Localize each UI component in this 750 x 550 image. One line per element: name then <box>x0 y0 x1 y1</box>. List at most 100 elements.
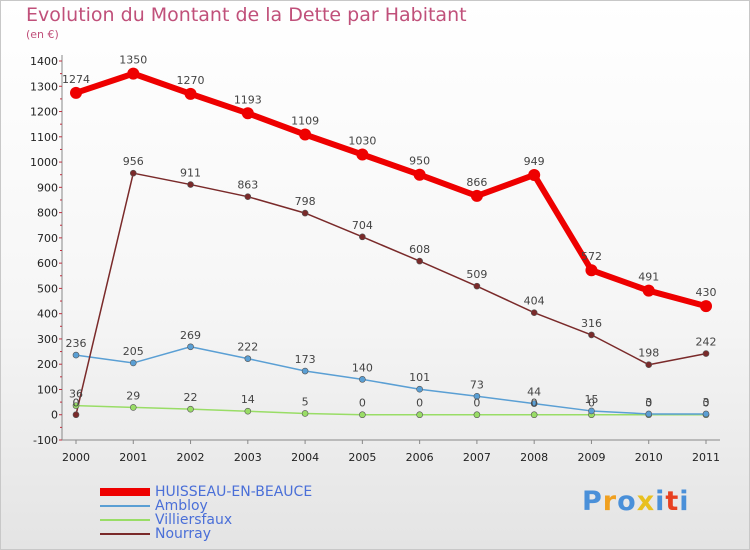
data-label: 608 <box>409 243 430 256</box>
data-point <box>301 209 309 217</box>
data-point <box>645 361 653 369</box>
y-tick-label: 400 <box>37 308 58 321</box>
data-point <box>187 181 194 188</box>
legend-swatch <box>100 533 150 535</box>
data-label: 73 <box>470 378 484 391</box>
data-label: 1109 <box>291 115 319 128</box>
data-point <box>530 411 538 419</box>
data-label: 0 <box>645 397 652 410</box>
x-tick-label: 2001 <box>119 451 147 464</box>
data-point <box>72 411 80 419</box>
data-label: 36 <box>69 388 83 401</box>
data-label: 572 <box>581 250 602 263</box>
data-label: 15 <box>584 393 598 406</box>
unit-label: (en €) <box>26 28 59 41</box>
data-point <box>416 257 423 265</box>
data-point <box>588 331 595 339</box>
legend-label: HUISSEAU-EN-BEAUCE <box>155 484 313 500</box>
logo-letter: o <box>617 486 637 517</box>
data-point <box>301 367 309 375</box>
logo-letter: P <box>582 486 603 517</box>
y-tick-label: 0 <box>51 409 58 422</box>
x-tick-label: 2008 <box>520 451 548 464</box>
data-point <box>470 189 483 202</box>
y-tick-label: 1300 <box>30 80 58 93</box>
data-label: 798 <box>295 195 316 208</box>
data-point <box>702 410 710 418</box>
data-label: 0 <box>703 397 710 410</box>
data-point <box>473 282 481 290</box>
data-label: 316 <box>581 317 602 330</box>
data-label: 14 <box>241 393 255 406</box>
data-point <box>72 402 80 409</box>
y-tick-label: 1100 <box>30 131 58 144</box>
data-label: 0 <box>73 397 80 410</box>
x-tick-label: 2007 <box>463 451 491 464</box>
logo-letter: i <box>655 486 666 517</box>
data-label: 404 <box>524 295 545 308</box>
x-tick-label: 2005 <box>348 451 376 464</box>
y-tick-label: 300 <box>37 333 58 346</box>
x-tick-label: 2009 <box>577 451 605 464</box>
data-label: 491 <box>638 271 659 284</box>
data-point <box>129 404 137 411</box>
legend-swatch <box>100 488 150 496</box>
data-label: 101 <box>409 371 430 384</box>
data-label: 222 <box>237 341 258 354</box>
data-point <box>244 355 252 362</box>
data-point <box>244 407 252 415</box>
data-label: 44 <box>527 386 541 399</box>
data-point <box>187 405 194 413</box>
data-label: 911 <box>180 167 201 180</box>
y-tick-label: 700 <box>37 232 58 245</box>
data-label: 236 <box>66 337 87 350</box>
data-label: 198 <box>638 347 659 360</box>
data-point <box>588 407 595 415</box>
y-tick-label: 800 <box>37 207 58 220</box>
data-label: 956 <box>123 155 144 168</box>
data-point <box>129 169 137 177</box>
data-point <box>700 300 712 313</box>
data-point <box>645 410 653 418</box>
data-label: 430 <box>696 286 717 299</box>
data-label: 29 <box>126 389 140 402</box>
data-point <box>359 376 366 383</box>
y-tick-label: 900 <box>37 181 58 194</box>
data-label: 242 <box>696 336 717 349</box>
data-point <box>299 128 312 141</box>
y-tick-label: 200 <box>37 358 58 371</box>
data-point <box>241 107 254 120</box>
data-label: 5 <box>302 395 309 408</box>
data-label: 704 <box>352 219 373 232</box>
data-point <box>187 343 194 351</box>
series-line <box>75 172 707 416</box>
data-point <box>530 309 538 316</box>
legend-swatch <box>100 519 150 521</box>
data-label: 0 <box>416 397 423 410</box>
data-label: 0 <box>531 397 538 410</box>
data-label: 173 <box>295 353 316 366</box>
data-label: 863 <box>237 179 258 192</box>
y-tick-label: 1400 <box>30 55 58 68</box>
legend-label: Ambloy <box>155 498 208 514</box>
data-label: 22 <box>184 391 198 404</box>
data-point <box>72 351 80 359</box>
series-line <box>75 346 707 415</box>
proxiti-logo: Proxiti <box>582 486 690 517</box>
data-label: 269 <box>180 329 201 342</box>
data-label: 1274 <box>62 73 90 86</box>
y-tick-label: 1000 <box>30 156 58 169</box>
series-line <box>73 70 709 310</box>
data-label: 866 <box>466 176 487 189</box>
data-label: 0 <box>359 397 366 410</box>
data-label: 140 <box>352 361 373 374</box>
data-point <box>528 168 541 181</box>
logo-letter: t <box>665 486 680 517</box>
data-label: 0 <box>588 397 595 410</box>
logo-letter: x <box>636 486 656 517</box>
data-point <box>585 264 598 277</box>
data-point <box>244 193 252 200</box>
y-tick-label: 600 <box>37 257 58 270</box>
